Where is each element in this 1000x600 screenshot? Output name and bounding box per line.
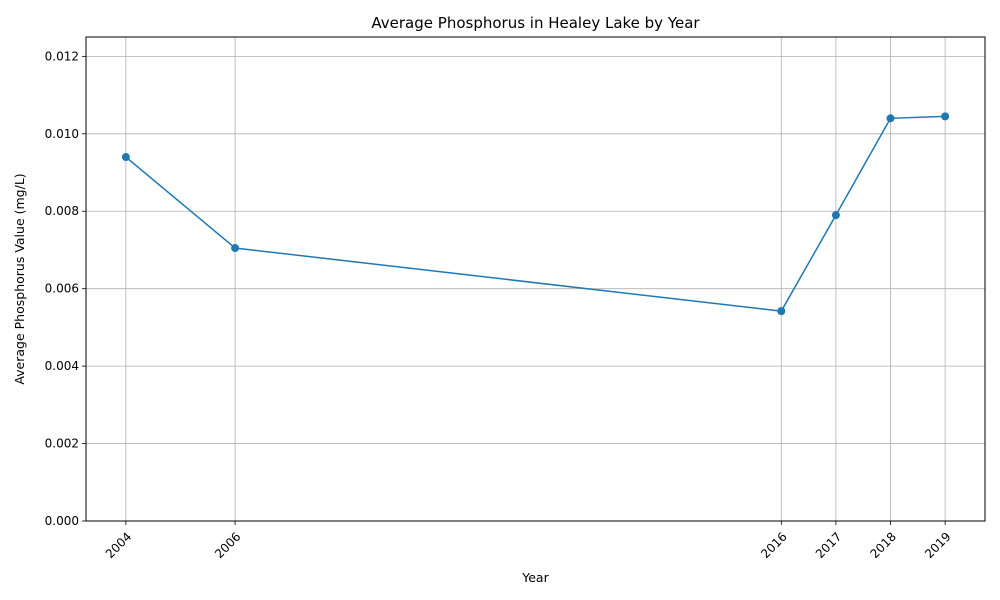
data-point — [831, 211, 840, 220]
x-tick-label: 2006 — [212, 530, 243, 561]
data-point — [886, 114, 895, 123]
y-tick-label: 0.004 — [45, 359, 79, 373]
x-axis-ticks: 2004 2006 2016 2017 2018 2019 — [103, 521, 954, 561]
y-tick-label: 0.008 — [45, 204, 79, 218]
y-tick-label: 0.000 — [45, 514, 79, 528]
x-tick-label: 2016 — [758, 530, 789, 561]
plot-frame — [85, 36, 986, 522]
y-axis-label: Average Phosphorus Value (mg/L) — [12, 173, 27, 384]
y-tick-label: 0.006 — [45, 282, 79, 296]
x-tick-label: 2019 — [922, 530, 953, 561]
grid — [86, 37, 985, 522]
data-point — [777, 307, 786, 316]
series-line — [125, 115, 946, 312]
x-tick-label: 2018 — [867, 530, 898, 561]
data-point — [941, 112, 950, 121]
y-tick-label: 0.012 — [45, 49, 79, 63]
axes — [85, 36, 986, 522]
x-axis-label: Year — [521, 570, 549, 585]
data-point — [121, 153, 130, 162]
y-tick-label: 0.010 — [45, 127, 79, 141]
data-point — [231, 244, 240, 253]
chart-title: Average Phosphorus in Healey Lake by Yea… — [371, 14, 700, 32]
y-tick-label: 0.002 — [45, 437, 79, 451]
y-axis-ticks: 0.000 0.002 0.004 0.006 0.008 0.010 0.012 — [45, 49, 86, 528]
x-tick-label: 2017 — [813, 530, 844, 561]
x-tick-label: 2004 — [103, 530, 134, 561]
series — [121, 112, 950, 316]
